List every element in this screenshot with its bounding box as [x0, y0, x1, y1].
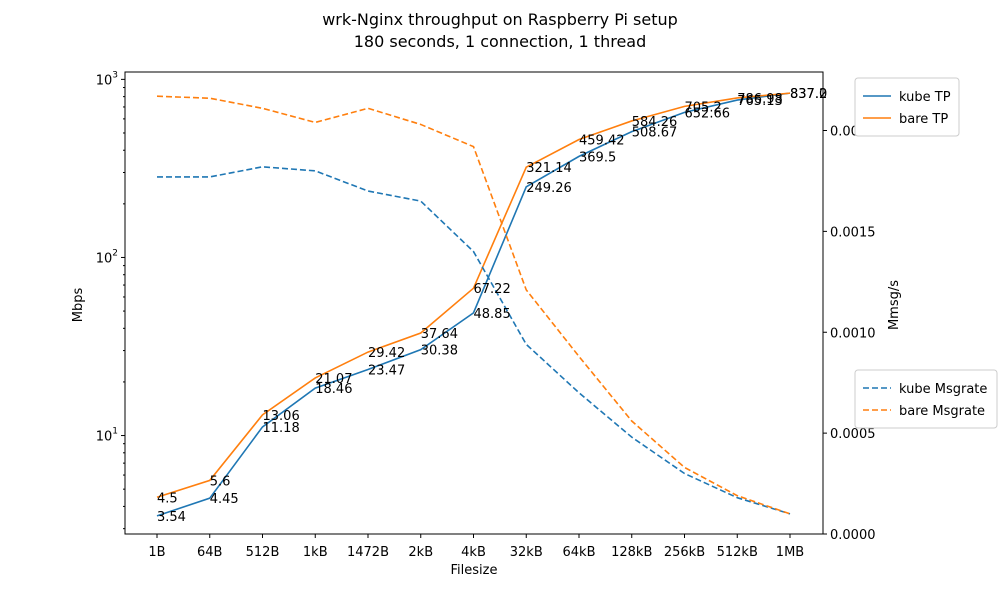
x-tick-label-128kb: 128kB	[611, 545, 652, 560]
data-label-kube-tp: 652.66	[685, 106, 731, 121]
data-label-kube-tp: 11.18	[263, 421, 300, 436]
y-left-tick-label: 102	[96, 248, 118, 266]
x-tick-label-1b: 1B	[148, 545, 165, 560]
data-label-bare-tp: 37.64	[421, 327, 458, 342]
data-label-bare-tp: 29.42	[368, 346, 405, 361]
x-tick-label-64b: 64B	[197, 545, 222, 560]
y-right-tick-label: 0.0015	[830, 225, 876, 240]
y-axis-label-left: Mbps	[71, 288, 86, 323]
data-label-bare-tp: 705.2	[685, 100, 722, 115]
data-label-bare-tp: 837.2	[790, 87, 827, 102]
x-tick-label-1472b: 1472B	[347, 545, 389, 560]
y-left-tick-label: 101	[96, 427, 118, 445]
series-line-bare-msgrate	[156, 95, 791, 515]
x-tick-label-1mb: 1MB	[776, 545, 804, 560]
data-label-kube-tp: 48.85	[474, 307, 511, 322]
data-label-bare-tp: 21.07	[315, 372, 352, 387]
data-label-bare-tp: 5.6	[210, 474, 231, 489]
data-label-bare-tp: 321.14	[526, 161, 572, 176]
data-label-kube-tp: 508.67	[632, 126, 678, 141]
y-left-tick-label: 103	[96, 70, 118, 88]
y-axis-label-right: Mmsg/s	[887, 280, 902, 330]
legend-box	[854, 369, 998, 429]
x-tick-label-4kb: 4kB	[461, 545, 486, 560]
data-label-bare-tp: 13.06	[263, 409, 300, 424]
chart-title: wrk-Nginx throughput on Raspberry Pi set…	[322, 10, 678, 29]
data-label-kube-tp: 765.13	[737, 94, 783, 109]
data-label-kube-tp: 30.38	[421, 344, 458, 359]
data-label-kube-tp: 4.45	[210, 492, 239, 507]
data-label-kube-tp: 837.0	[790, 87, 827, 102]
data-label-kube-tp: 249.26	[526, 181, 572, 196]
chart-subtitle: 180 seconds, 1 connection, 1 thread	[354, 32, 647, 51]
data-label-bare-tp: 459.42	[579, 134, 625, 149]
x-tick-label-32kb: 32kB	[510, 545, 543, 560]
data-label-bare-tp: 67.22	[474, 282, 511, 297]
legend-label-bare-tp: bare TP	[899, 112, 948, 127]
plot-frame	[124, 71, 824, 535]
data-label-kube-tp: 3.54	[157, 510, 186, 525]
legend-label-kube-tp: kube TP	[899, 90, 951, 105]
legend-throughput: kube TP bare TP	[854, 77, 960, 137]
x-axis-label: Filesize	[451, 563, 498, 578]
legend-box	[854, 77, 960, 137]
series-line-bare-tp	[156, 92, 791, 499]
x-tick-label-2kb: 2kB	[408, 545, 433, 560]
y-right-tick-label: 0.0000	[830, 528, 876, 543]
data-label-kube-tp: 18.46	[315, 382, 352, 397]
series-line-kube-msgrate	[157, 166, 791, 515]
x-tick-label-64kb: 64kB	[563, 545, 596, 560]
data-label-bare-tp: 584.26	[632, 115, 678, 130]
x-tick-label-512kb: 512kB	[717, 545, 758, 560]
legend-label-kube-msgrate: kube Msgrate	[899, 382, 987, 397]
data-label-kube-tp: 23.47	[368, 364, 405, 379]
data-label-kube-tp: 369.5	[579, 150, 616, 165]
data-label-bare-tp: 4.5	[157, 491, 178, 506]
x-tick-label-256kb: 256kB	[664, 545, 705, 560]
data-label-bare-tp: 786.98	[737, 92, 783, 107]
y-right-tick-label: 0.0005	[830, 427, 876, 442]
legend-msgrate: kube Msgrate bare Msgrate	[854, 369, 998, 429]
y-right-tick-label: 0.0010	[830, 326, 876, 341]
x-tick-label-1kb: 1kB	[303, 545, 328, 560]
legend-label-bare-msgrate: bare Msgrate	[899, 404, 985, 419]
x-tick-label-512b: 512B	[246, 545, 280, 560]
series-line-kube-tp	[156, 92, 791, 517]
